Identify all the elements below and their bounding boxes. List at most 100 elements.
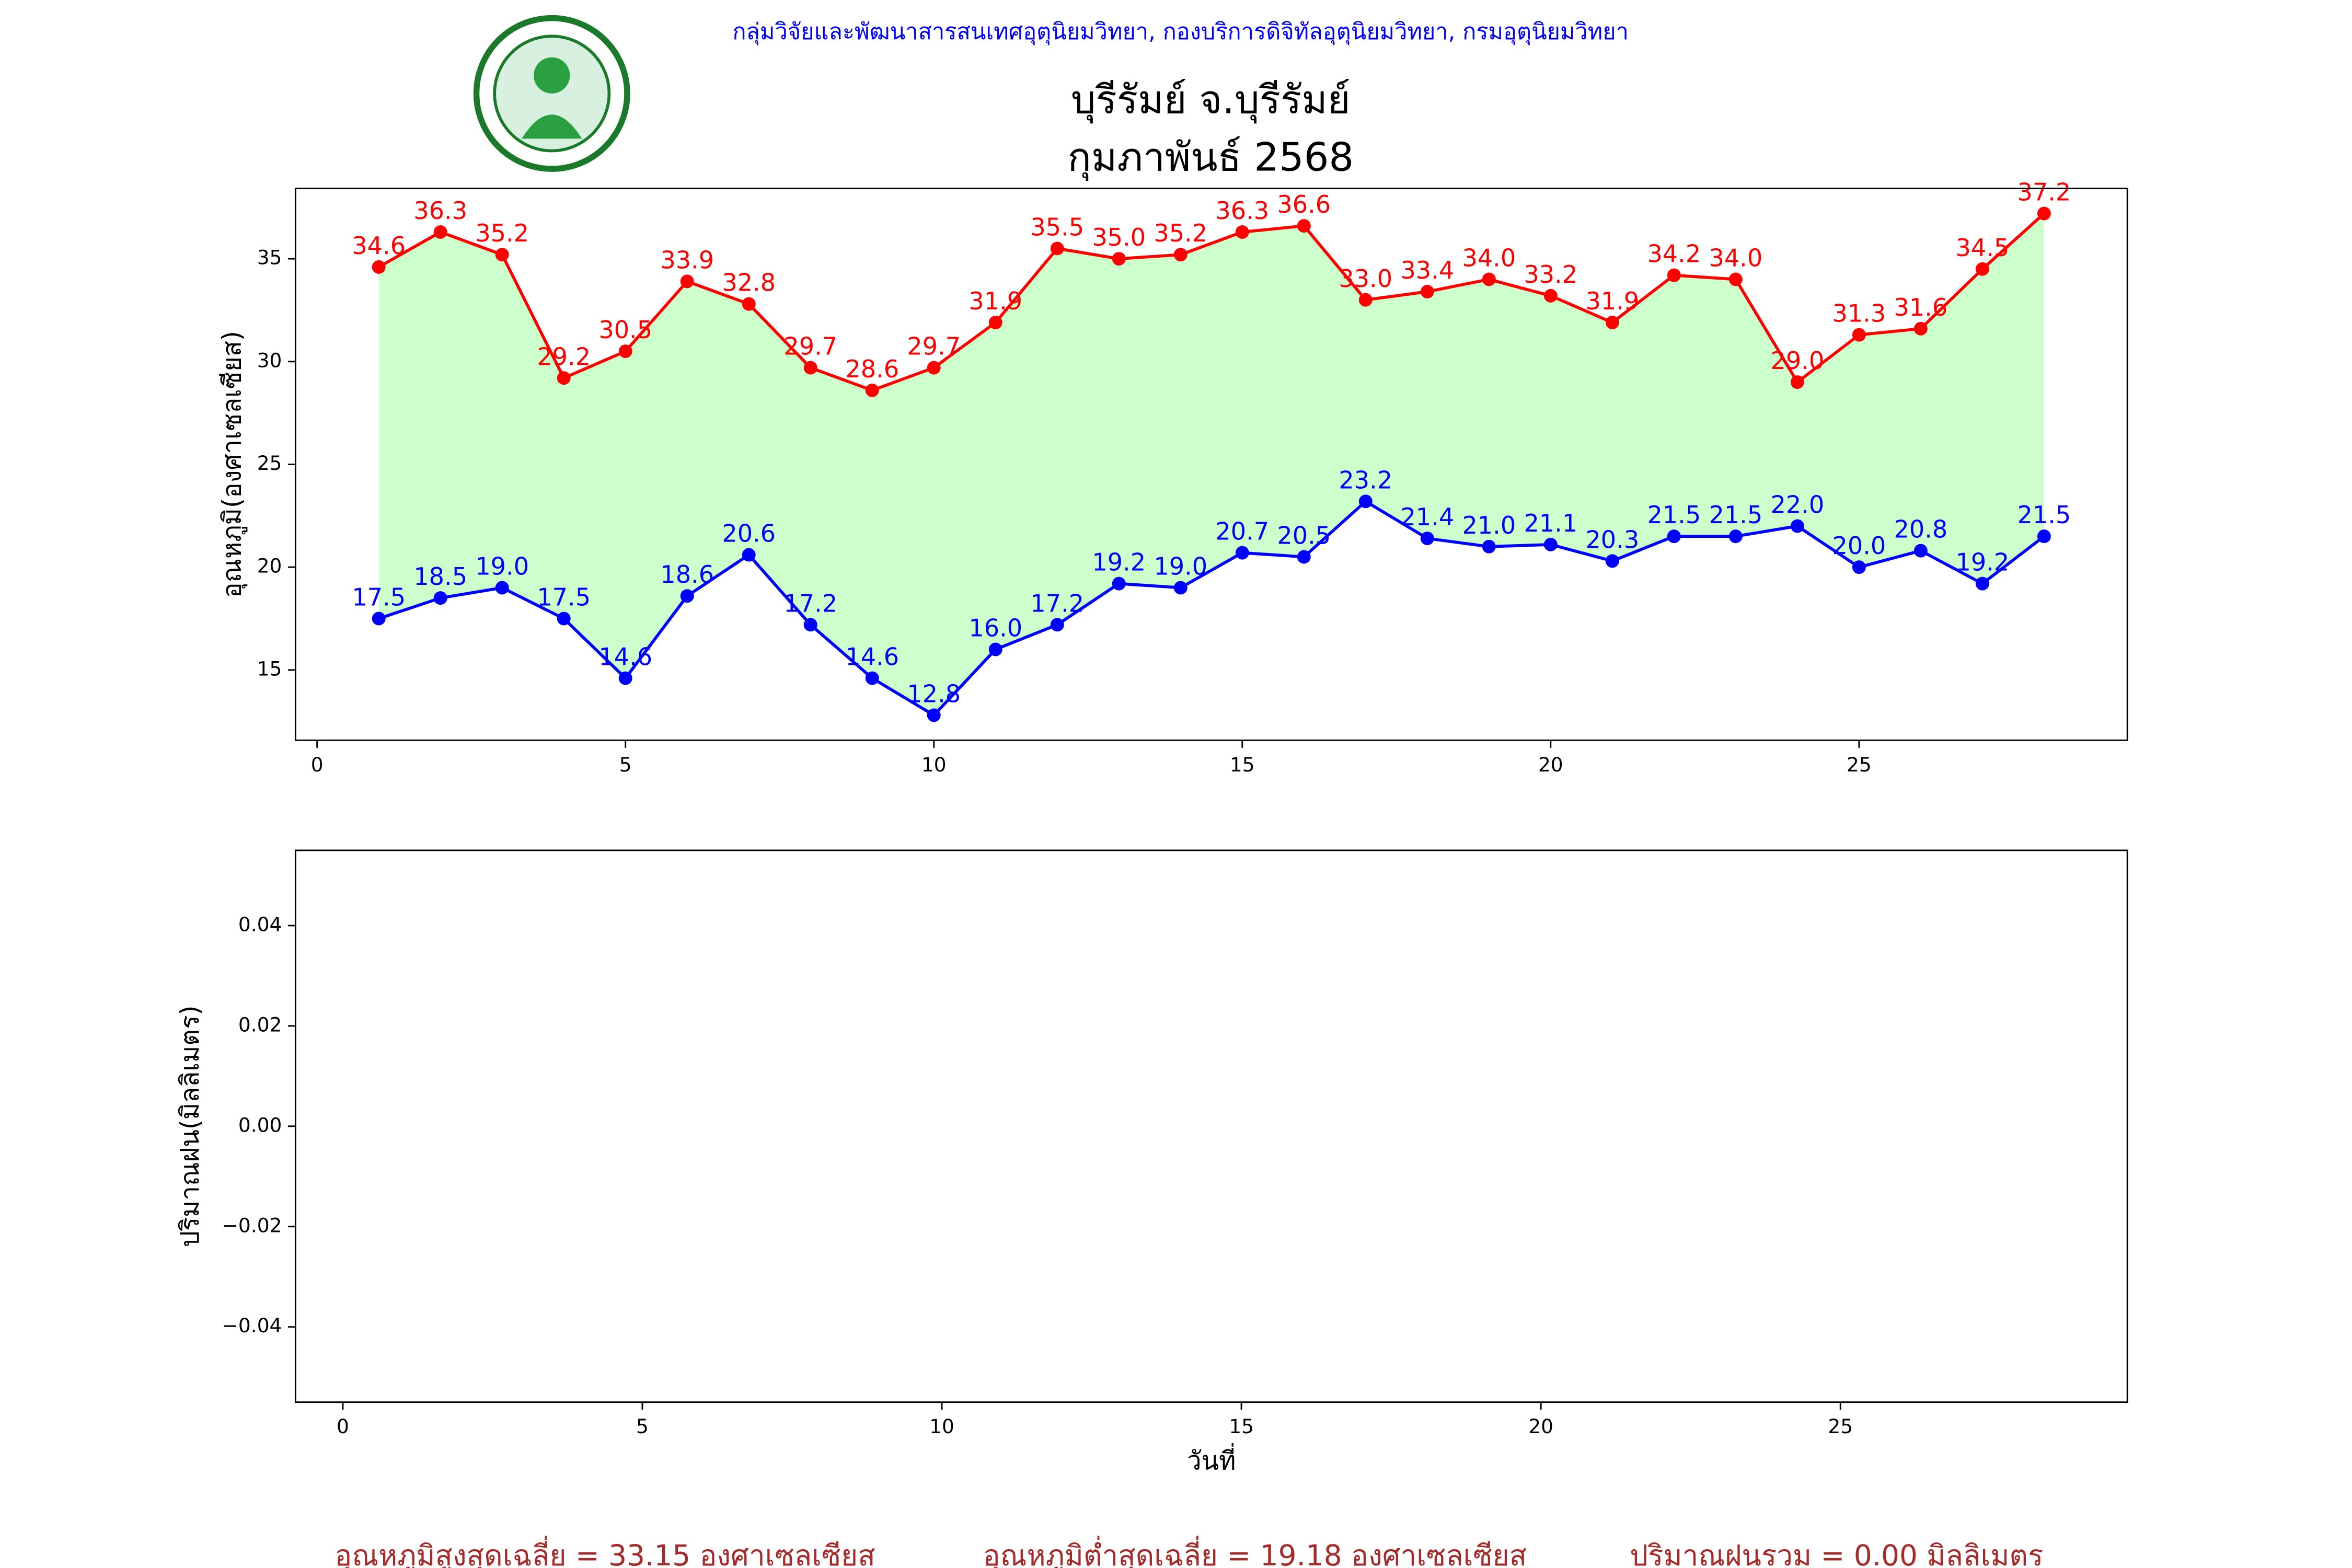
x-tick-label: 20 — [1528, 1415, 1553, 1438]
data-label: 35.2 — [1154, 219, 1207, 247]
x-tick-label: 25 — [1828, 1415, 1853, 1438]
point — [2037, 529, 2051, 544]
footer-text: ปริมาณฝนรวม = 0.00 มิลลิเมตร — [1630, 1539, 2043, 1568]
plot-frame — [294, 188, 2128, 741]
point — [1173, 248, 1187, 262]
point — [865, 383, 879, 397]
point — [1050, 618, 1064, 632]
point — [2037, 206, 2051, 221]
point — [742, 548, 756, 562]
point — [372, 612, 386, 626]
point — [433, 591, 447, 605]
point — [1173, 581, 1187, 595]
y-tick-label: −0.04 — [222, 1314, 282, 1337]
data-label: 22.0 — [1770, 490, 1824, 518]
point — [372, 260, 386, 274]
x-tick-label: 20 — [1538, 753, 1563, 776]
y-tick-label: 0.04 — [238, 913, 282, 936]
data-label: 33.9 — [660, 246, 714, 274]
title: กุมภาพันธ์ 2568 — [1068, 134, 1354, 181]
data-label: 20.0 — [1832, 532, 1886, 560]
data-label: 12.8 — [907, 679, 961, 708]
point — [1358, 494, 1373, 509]
footer-text: อุณหภูมิต่ำสุดเฉลี่ย = 19.18 องศาเซลเซีย… — [983, 1536, 1527, 1568]
point — [495, 248, 509, 262]
point — [1112, 577, 1126, 591]
y-tick-label: 0.00 — [238, 1113, 282, 1136]
data-label: 21.0 — [1462, 511, 1516, 539]
range-fill — [378, 213, 2044, 716]
x-tick-label: 5 — [619, 753, 632, 776]
data-label: 29.7 — [907, 332, 961, 361]
point — [1235, 225, 1249, 239]
point — [1543, 537, 1558, 551]
header: กลุ่มวิจัยและพัฒนาสารสนเทศอุตุนิยมวิทยา,… — [732, 19, 1629, 45]
data-label: 18.6 — [660, 560, 714, 589]
data-label: 19.2 — [1092, 548, 1146, 577]
data-label: 34.6 — [352, 232, 406, 260]
data-label: 35.5 — [1030, 213, 1084, 241]
data-label: 16.0 — [969, 614, 1022, 642]
x-tick-label: 15 — [1230, 753, 1255, 776]
point — [1050, 241, 1064, 256]
data-label: 34.0 — [1462, 244, 1516, 272]
data-label: 20.6 — [722, 520, 776, 548]
data-label: 31.3 — [1832, 299, 1886, 328]
data-label: 36.3 — [1215, 197, 1269, 225]
series-line — [378, 212, 2045, 392]
data-label: 14.6 — [845, 643, 899, 671]
data-label: 31.9 — [969, 287, 1022, 315]
data-label: 21.5 — [1647, 501, 1701, 529]
x-tick-label: 0 — [337, 1415, 349, 1438]
data-label: 36.6 — [1277, 190, 1331, 218]
y-axis-label: ปริมาณฝน(มิลลิเมตร) — [175, 1005, 205, 1247]
data-label: 29.2 — [537, 342, 591, 371]
y-tick-label: 30 — [257, 349, 282, 372]
point — [1605, 316, 1619, 330]
y-tick-label: 25 — [257, 452, 282, 475]
point — [927, 361, 941, 375]
point — [1790, 519, 1804, 533]
point — [803, 361, 817, 375]
point — [1975, 577, 1989, 591]
point — [1852, 560, 1866, 574]
point — [927, 708, 941, 722]
data-label: 19.2 — [1956, 548, 2010, 577]
y-tick-label: 20 — [257, 555, 282, 578]
x-tick-label: 10 — [921, 753, 947, 776]
point — [1543, 289, 1558, 303]
point — [1790, 375, 1804, 389]
data-label: 21.1 — [1524, 509, 1577, 537]
point — [1482, 539, 1496, 554]
data-label: 35.0 — [1092, 223, 1146, 251]
data-label: 32.8 — [722, 269, 776, 297]
point — [1420, 532, 1434, 546]
data-label: 34.0 — [1709, 244, 1762, 272]
point — [1605, 554, 1619, 568]
data-label: 30.5 — [598, 316, 652, 344]
point — [680, 274, 694, 289]
point — [1667, 529, 1681, 544]
data-label: 20.3 — [1585, 525, 1639, 554]
point — [557, 612, 571, 626]
point — [1482, 272, 1496, 286]
data-label: 20.8 — [1894, 515, 1947, 544]
data-label: 33.4 — [1400, 256, 1454, 284]
point — [433, 225, 447, 239]
point — [803, 618, 817, 632]
y-tick-label: −0.02 — [222, 1214, 282, 1237]
data-label: 31.9 — [1585, 287, 1639, 315]
data-label: 28.6 — [845, 355, 899, 383]
series-line — [378, 499, 2045, 718]
point — [1112, 252, 1126, 266]
point — [680, 589, 694, 603]
data-label: 21.5 — [2017, 501, 2071, 529]
point — [1420, 285, 1434, 299]
y-tick-label: 15 — [257, 657, 282, 680]
data-label: 21.5 — [1709, 501, 1762, 529]
point — [618, 344, 632, 359]
data-label: 36.3 — [413, 197, 467, 225]
x-axis-label: วันที่ — [1187, 1443, 1236, 1476]
point — [1235, 546, 1249, 560]
